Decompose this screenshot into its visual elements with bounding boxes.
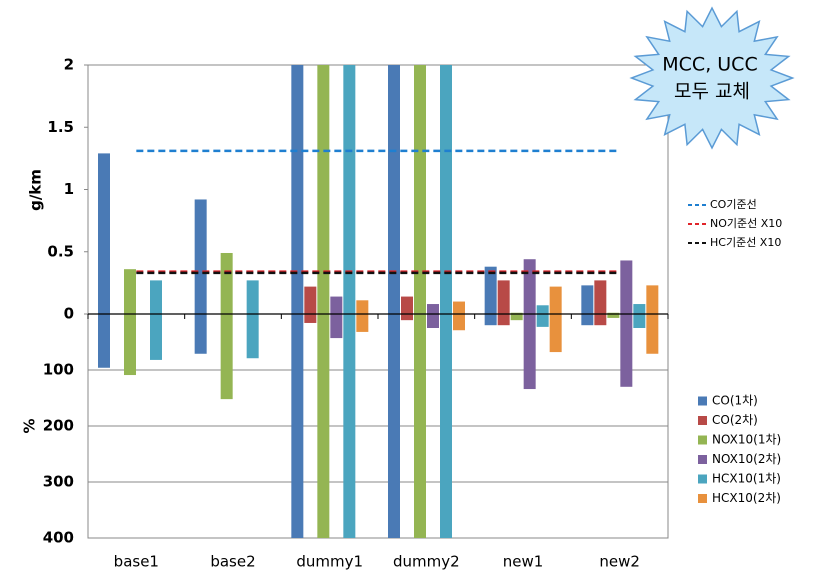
x-tick-label: new1 xyxy=(503,553,544,571)
x-tick-label: base2 xyxy=(210,553,255,571)
bar xyxy=(549,314,562,353)
bar xyxy=(317,65,330,314)
y-tick-label: 2 xyxy=(64,56,74,74)
annotation: 모두 교체 xyxy=(674,81,750,103)
bar xyxy=(427,304,439,314)
bar xyxy=(220,314,233,400)
y2-tick-label: 400 xyxy=(43,529,74,547)
bar xyxy=(246,314,259,359)
legend-label: CO기준선 xyxy=(710,198,757,211)
bar xyxy=(343,65,356,314)
bar xyxy=(581,314,594,326)
y2-tick-label: 100 xyxy=(43,361,74,379)
bar xyxy=(388,65,400,314)
y-tick-label: 1.5 xyxy=(47,118,74,136)
bar xyxy=(194,314,207,354)
bar xyxy=(343,314,356,538)
bar xyxy=(356,314,369,332)
y2-axis-label: % xyxy=(21,418,39,433)
bar xyxy=(536,314,549,327)
bar xyxy=(440,65,452,314)
annotation: MCC, UCC xyxy=(662,54,757,76)
bar xyxy=(304,314,317,323)
legend-swatch xyxy=(698,494,707,503)
bar xyxy=(607,312,620,314)
bar xyxy=(317,314,330,538)
bar xyxy=(484,266,497,314)
bar xyxy=(497,314,510,326)
bar xyxy=(291,65,304,314)
bar xyxy=(194,199,207,314)
bar xyxy=(594,280,607,314)
bar xyxy=(646,285,659,314)
bar xyxy=(594,314,607,326)
y2-tick-label: 200 xyxy=(43,417,74,435)
bar xyxy=(510,314,523,321)
bar xyxy=(388,314,400,538)
y-tick-label: 0.5 xyxy=(47,242,74,260)
bar xyxy=(356,300,369,314)
bar xyxy=(620,314,633,387)
bar xyxy=(536,305,549,314)
legend-swatch xyxy=(698,416,707,425)
bar xyxy=(453,314,465,331)
bar xyxy=(646,314,659,354)
legend-label: HC기준선 X10 xyxy=(710,236,781,249)
bar xyxy=(549,286,562,314)
bar xyxy=(291,314,304,538)
y-tick-label: 1 xyxy=(64,180,74,198)
bar xyxy=(497,280,510,314)
bar xyxy=(633,314,646,328)
y-tick-label: 0 xyxy=(64,305,74,323)
bar xyxy=(523,259,536,314)
bar xyxy=(427,314,439,328)
legend-swatch xyxy=(698,474,707,484)
bar xyxy=(150,314,162,360)
bar xyxy=(150,280,162,314)
bar xyxy=(453,301,465,314)
x-tick-label: new2 xyxy=(599,553,640,571)
x-tick-label: dummy2 xyxy=(393,553,460,571)
bar xyxy=(581,285,594,314)
bar xyxy=(304,286,317,314)
bar xyxy=(484,314,497,326)
bar xyxy=(98,314,110,368)
bar xyxy=(246,280,259,314)
starburst xyxy=(629,6,795,150)
bar xyxy=(401,296,413,314)
legend-label: CO(2차) xyxy=(712,413,758,427)
bar xyxy=(607,314,620,318)
legend-label: NOX10(1차) xyxy=(712,433,781,447)
plot-area xyxy=(87,64,669,539)
bar xyxy=(330,314,343,339)
bar xyxy=(220,252,233,314)
bar xyxy=(523,314,536,390)
legend-swatch xyxy=(698,396,707,406)
bar xyxy=(633,304,646,314)
legend-label: HCX10(1차) xyxy=(712,472,781,486)
bar xyxy=(330,296,343,314)
bar xyxy=(401,314,413,321)
x-tick-label: dummy1 xyxy=(296,553,363,571)
legend-swatch xyxy=(698,455,707,464)
y2-tick-label: 300 xyxy=(43,473,74,491)
y-axis-label: g/km xyxy=(27,169,45,211)
legend-label: CO(1차) xyxy=(712,394,758,408)
bar xyxy=(98,153,110,314)
bar xyxy=(414,65,426,314)
bar xyxy=(124,314,136,376)
bar xyxy=(414,314,426,538)
legend-label: HCX10(2차) xyxy=(712,491,781,505)
bar xyxy=(510,312,523,314)
bar xyxy=(440,314,452,538)
legend-swatch xyxy=(698,435,707,445)
bar xyxy=(620,260,633,314)
bar xyxy=(124,269,136,314)
legend-label: NOX10(2차) xyxy=(712,452,781,466)
legend-label: NO기준선 X10 xyxy=(710,217,782,230)
x-tick-label: base1 xyxy=(114,553,159,571)
